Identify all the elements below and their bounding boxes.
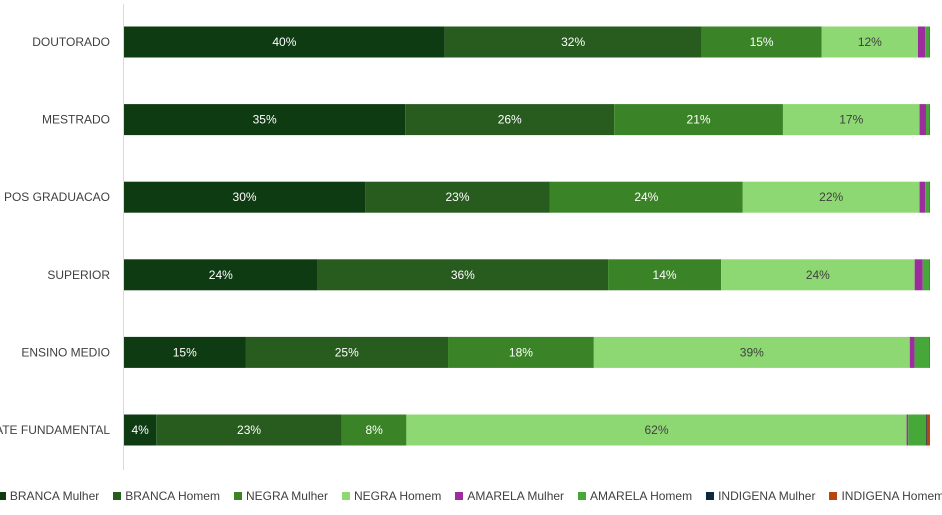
legend-label: NEGRA Homem xyxy=(353,489,442,503)
data-label-ate-fundamental-2: 8% xyxy=(365,423,383,437)
legend-swatch xyxy=(706,492,715,500)
bar-segment-pos-graduacao-branca-mulher xyxy=(124,181,366,213)
bar-segment-ate-fundamental-amarela-mulher xyxy=(906,414,909,446)
bar-segment-pos-graduacao-amarela-mulher xyxy=(919,181,926,213)
bar-segment-superior-branca-mulher xyxy=(124,259,318,291)
legend-item-negra-homem: NEGRA Homem xyxy=(341,489,442,503)
legend-swatch xyxy=(341,492,350,500)
bar-segment-mestrado-amarela-mulher xyxy=(919,104,926,136)
category-label-ensino-medio: ENSINO MEDIO xyxy=(21,345,110,359)
legend-label: INDIGENA Homem xyxy=(841,489,942,503)
bar-segment-ate-fundamental-amarela-homem xyxy=(908,414,926,446)
legend-item-indigena-mulher: INDIGENA Mulher xyxy=(706,489,815,503)
bar-segment-ate-fundamental-branca-mulher xyxy=(124,414,157,446)
bar-segment-ate-fundamental-negra-mulher xyxy=(341,414,407,446)
bar-segment-ate-fundamental-indigena-homem xyxy=(926,414,930,446)
data-label-superior-1: 36% xyxy=(451,268,475,282)
data-label-pos-graduacao-1: 23% xyxy=(445,190,469,204)
data-label-superior-0: 24% xyxy=(209,268,233,282)
legend-label: AMARELA Homem xyxy=(590,489,693,503)
bar-segment-superior-amarela-mulher xyxy=(914,259,923,291)
bar-segment-doutorado-negra-homem xyxy=(821,26,918,58)
legend-item-branca-homem: BRANCA Homem xyxy=(113,489,220,503)
bar-segment-mestrado-negra-homem xyxy=(782,104,920,136)
bar-segment-doutorado-amarela-mulher xyxy=(917,26,926,58)
bar-segment-ensino-medio-branca-mulher xyxy=(124,336,246,368)
legend-swatch xyxy=(233,492,242,500)
data-label-pos-graduacao-2: 24% xyxy=(634,190,658,204)
bar-segment-ate-fundamental-indigena-mulher xyxy=(925,414,927,446)
bar-segment-superior-negra-mulher xyxy=(608,259,722,291)
bar-segment-ensino-medio-amarela-mulher xyxy=(909,336,915,368)
category-label-mestrado: MESTRADO xyxy=(42,113,110,127)
bar-segment-mestrado-branca-mulher xyxy=(124,104,406,136)
data-label-ensino-medio-0: 15% xyxy=(173,345,197,359)
legend-swatch xyxy=(0,492,6,500)
bar-segment-superior-amarela-homem xyxy=(922,259,930,291)
legend-label: AMARELA Mulher xyxy=(467,489,565,503)
category-label-ate-fundamental: ATE FUNDAMENTAL xyxy=(0,423,110,437)
data-label-doutorado-1: 32% xyxy=(561,35,585,49)
bar-segment-doutorado-negra-mulher xyxy=(701,26,822,58)
category-label-pos-graduacao: POS GRADUACAO xyxy=(4,190,110,204)
bar-segment-mestrado-amarela-homem xyxy=(925,104,930,136)
data-label-pos-graduacao-0: 30% xyxy=(233,190,257,204)
bar-segment-pos-graduacao-amarela-homem xyxy=(925,181,930,213)
data-label-mestrado-0: 35% xyxy=(253,113,277,127)
chart-legend: BRANCA Mulher BRANCA Homem NEGRA Mulher NEG… xyxy=(0,489,942,503)
bar-segment-superior-branca-homem xyxy=(317,259,609,291)
bar-segment-pos-graduacao-negra-mulher xyxy=(549,181,743,213)
bar-segment-mestrado-branca-homem xyxy=(405,104,615,136)
data-label-superior-2: 14% xyxy=(653,268,677,282)
legend-label: BRANCA Homem xyxy=(125,489,220,503)
bar-segment-ensino-medio-branca-homem xyxy=(245,336,449,368)
data-label-ate-fundamental-0: 4% xyxy=(131,423,149,437)
category-label-superior: SUPERIOR xyxy=(47,268,110,282)
data-label-ensino-medio-2: 18% xyxy=(509,345,533,359)
data-label-ate-fundamental-1: 23% xyxy=(237,423,261,437)
data-label-doutorado-3: 12% xyxy=(858,35,882,49)
data-label-mestrado-3: 17% xyxy=(839,113,863,127)
bar-segment-superior-negra-homem xyxy=(721,259,915,291)
data-label-superior-3: 24% xyxy=(806,268,830,282)
legend-item-branca-mulher: BRANCA Mulher xyxy=(0,489,99,503)
bar-segment-pos-graduacao-negra-homem xyxy=(742,181,920,213)
bar-segment-ate-fundamental-branca-homem xyxy=(156,414,342,446)
legend-label: BRANCA Mulher xyxy=(9,489,100,503)
data-label-doutorado-0: 40% xyxy=(272,35,296,49)
bar-segment-mestrado-negra-mulher xyxy=(614,104,783,136)
legend-swatch xyxy=(829,492,838,500)
category-label-doutorado: DOUTORADO xyxy=(32,35,110,49)
data-label-ensino-medio-3: 39% xyxy=(740,345,764,359)
bar-segment-ensino-medio-negra-mulher xyxy=(448,336,594,368)
bar-segment-ensino-medio-amarela-homem xyxy=(914,336,930,368)
data-label-ate-fundamental-3: 62% xyxy=(644,423,668,437)
data-label-pos-graduacao-3: 22% xyxy=(819,190,843,204)
legend-label: INDIGENA Mulher xyxy=(718,489,816,503)
legend-item-amarela-homem: AMARELA Homem xyxy=(578,489,692,503)
legend-swatch xyxy=(455,492,464,500)
legend-label: NEGRA Mulher xyxy=(245,489,328,503)
bar-segment-ensino-medio-negra-homem xyxy=(593,336,910,368)
data-label-mestrado-2: 21% xyxy=(687,113,711,127)
bar-segment-doutorado-amarela-homem xyxy=(925,26,930,58)
bar-segment-pos-graduacao-branca-homem xyxy=(365,181,550,213)
data-label-mestrado-1: 26% xyxy=(498,113,522,127)
data-label-doutorado-2: 15% xyxy=(750,35,774,49)
legend-item-amarela-mulher: AMARELA Mulher xyxy=(455,489,564,503)
bar-segment-doutorado-branca-mulher xyxy=(124,26,445,58)
bar-segment-doutorado-branca-homem xyxy=(444,26,702,58)
stacked-bar-chart: DOUTORADO 40% 32% 15% 12% MESTRADO 35% 26% 21% 17… xyxy=(0,4,930,470)
legend-swatch xyxy=(113,492,122,500)
legend-item-negra-mulher: NEGRA Mulher xyxy=(233,489,328,503)
data-label-ensino-medio-1: 25% xyxy=(335,345,359,359)
legend-swatch xyxy=(578,492,587,500)
bar-segment-ate-fundamental-negra-homem xyxy=(406,414,907,446)
legend-item-indigena-homem: INDIGENA Homem xyxy=(829,489,942,503)
